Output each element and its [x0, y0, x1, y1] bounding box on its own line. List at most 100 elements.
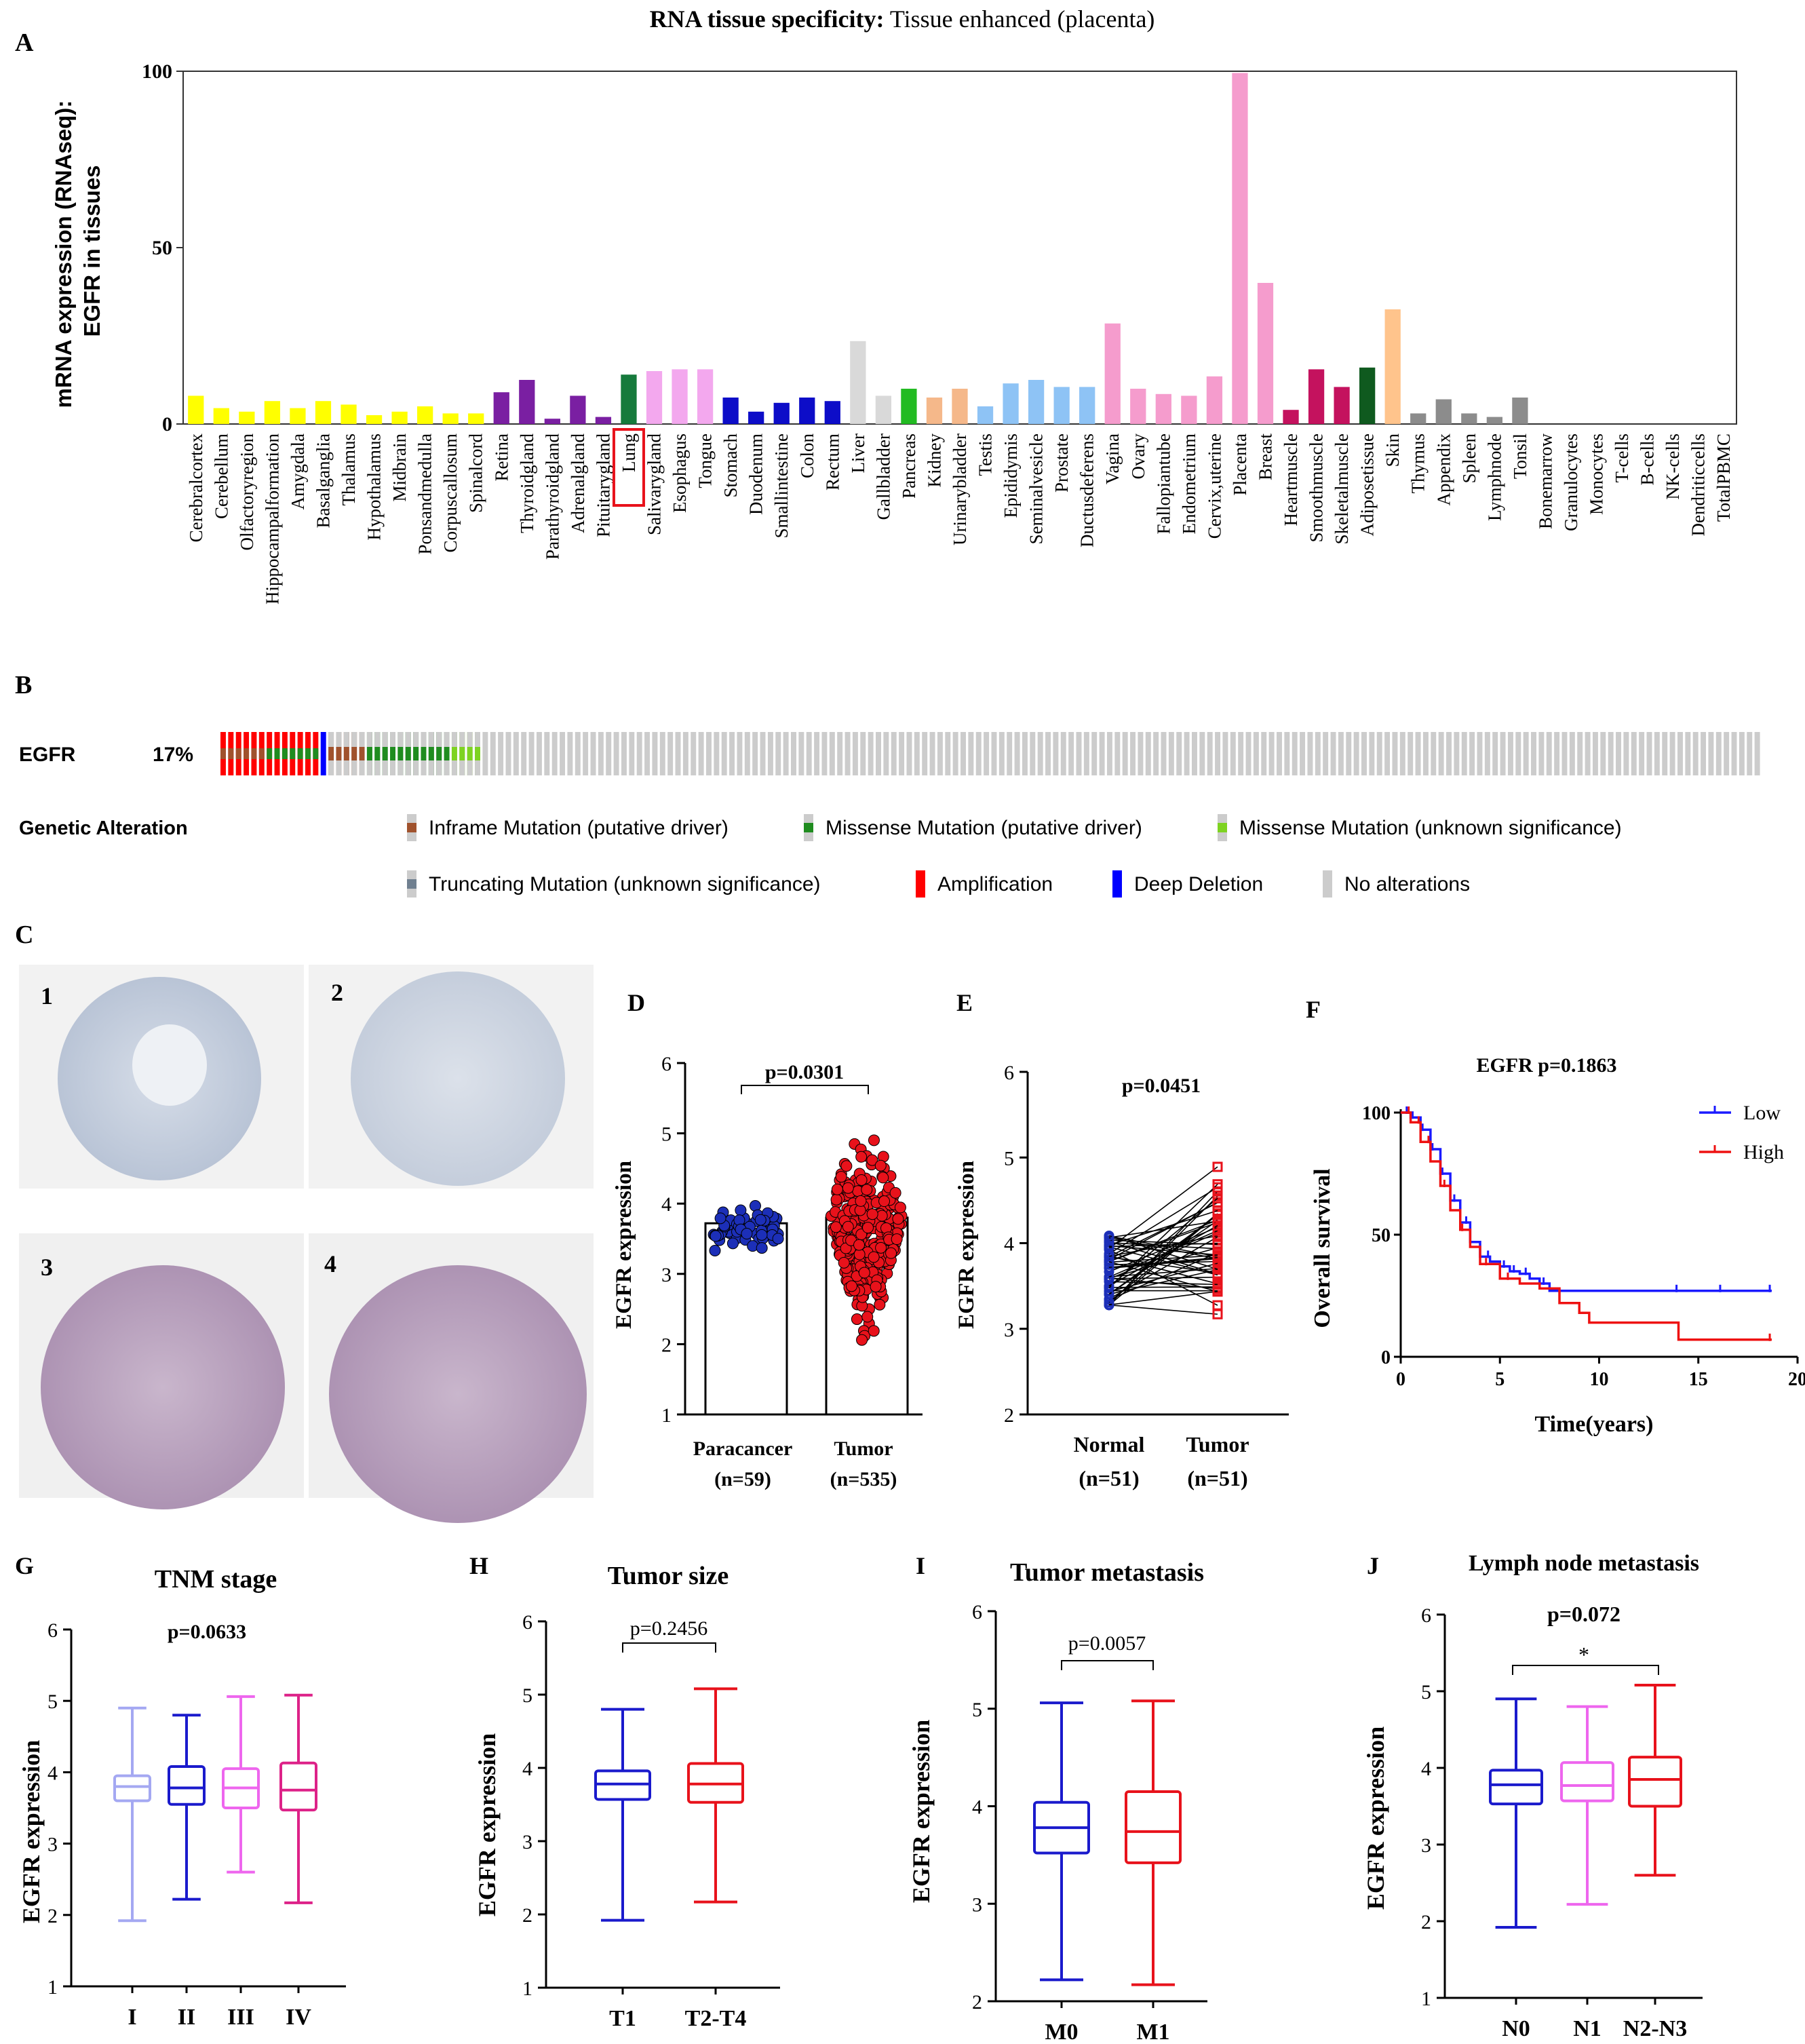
- legend-label-deep_deletion: Deep Deletion: [1134, 873, 1263, 895]
- panel-d-point-tumor: [885, 1247, 897, 1259]
- sample-none: [613, 732, 619, 775]
- panel-h-ytick-label-2: 3: [522, 1831, 532, 1853]
- sample-none: [1022, 732, 1028, 775]
- sample-none: [775, 732, 781, 775]
- panel-i-ytick-label-4: 6: [972, 1601, 982, 1623]
- panel-j-ytick-label-2: 3: [1421, 1834, 1431, 1857]
- panel-d-ytick-label-0: 1: [661, 1404, 672, 1427]
- bar-colon: [799, 398, 815, 424]
- panel-e-ytick-label-4: 6: [1004, 1062, 1014, 1084]
- x-label-heartmuscle: Heartmuscle: [1281, 433, 1301, 526]
- sample-none: [590, 732, 596, 775]
- bar-endometrium: [1181, 396, 1197, 424]
- bar-hypothalamus: [366, 415, 383, 424]
- panel-a-tissue-bar-chart: mRNA expression (RNAseq): EGFR in tissue…: [51, 60, 1737, 604]
- panel-f-xtick-label-3: 15: [1689, 1369, 1708, 1390]
- sample-none: [652, 732, 658, 775]
- panel-h-ytick-label-5: 6: [522, 1611, 532, 1634]
- bar-parathyroidgland: [544, 419, 560, 424]
- panel-j-box-n0-iqr: [1489, 1769, 1543, 1806]
- sample-none: [721, 732, 727, 775]
- panel-i-box-m1-label: M1: [1136, 2020, 1169, 2044]
- sample-none: [1631, 732, 1637, 775]
- x-label-urinarybladder: Urinarybladder: [950, 433, 970, 545]
- panel-e-point-normal: [1104, 1251, 1114, 1262]
- sample-none: [1731, 732, 1737, 775]
- bar-corpuscallosum: [442, 413, 459, 424]
- x-label-kidney: Kidney: [924, 433, 944, 488]
- sample-none: [737, 732, 743, 775]
- panel-d-ylabel: EGFR expression: [612, 1161, 636, 1329]
- panel-f-xtick-label-2: 10: [1590, 1369, 1609, 1390]
- panel-i-ytick-label-2: 4: [972, 1796, 982, 1819]
- x-label-skeletalmuscle: Skeletalmuscle: [1332, 433, 1352, 544]
- x-label-t-cells: T-cells: [1612, 433, 1632, 482]
- legend-label-amplification: Amplification: [937, 873, 1053, 895]
- x-label-breast: Breast: [1255, 433, 1275, 480]
- sample-none: [1438, 732, 1444, 775]
- ihc-image-3-tissue-core: [41, 1265, 285, 1509]
- sample-none: [1531, 732, 1537, 775]
- panel-e-pair-line: [1108, 1261, 1218, 1292]
- sample-mutation-overlay: [305, 748, 311, 759]
- panel-e-pair-line: [1108, 1236, 1218, 1300]
- x-label-ductusdeferens: Ductusdeferens: [1077, 433, 1098, 547]
- sample-none: [1431, 732, 1437, 775]
- panel-e-pair-line: [1108, 1246, 1218, 1276]
- panel-d-point-tumor: [840, 1160, 853, 1172]
- sample-none: [929, 732, 935, 775]
- sample-none: [1538, 732, 1545, 775]
- sample-none: [891, 732, 897, 775]
- panel-e-xlabel-tumor: Tumor: [1186, 1432, 1249, 1457]
- sample-none: [636, 732, 642, 775]
- panel-e-ytick-label-3: 5: [1004, 1147, 1014, 1170]
- sample-none: [1399, 732, 1405, 775]
- panel-j-ytick-label-4: 5: [1421, 1681, 1431, 1703]
- sample-none: [1408, 732, 1414, 775]
- panel-h-boxplot: Tumor size EGFR expression 1 2 3 4 5 6 T1 T2-T4…: [473, 1562, 780, 2031]
- sample-none: [1623, 732, 1629, 775]
- x-label-endometrium: Endometrium: [1179, 433, 1199, 534]
- sample-none: [1747, 732, 1753, 775]
- sample-none: [729, 732, 735, 775]
- figure-title-rest: Tissue enhanced (placenta): [885, 5, 1155, 33]
- sample-none: [1014, 732, 1020, 775]
- panel-j-box-n2-n3-iqr: [1628, 1756, 1682, 1808]
- panel-d-ytick-label-3: 4: [661, 1193, 672, 1216]
- ihc-image-1-lumen: [132, 1024, 207, 1106]
- panel-e-point-tumor: [1212, 1264, 1223, 1275]
- panel-d-point-tumor: [842, 1182, 854, 1194]
- sample-inframe-mark: [328, 747, 334, 760]
- bar-thalamus: [341, 404, 357, 424]
- x-label-epididymis: Epididymis: [1001, 433, 1021, 518]
- panel-a-ylabel-line-2: EGFR in tissues: [79, 165, 104, 336]
- sample-none: [1268, 732, 1275, 775]
- sample-none: [1184, 732, 1190, 775]
- panel-i-ylabel: EGFR expression: [908, 1720, 935, 1903]
- sample-none: [1076, 732, 1082, 775]
- sample-none: [1230, 732, 1236, 775]
- panel-e-pair-line: [1108, 1256, 1218, 1269]
- sample-mutation-overlay: [258, 748, 265, 759]
- bar-stomach: [722, 398, 739, 424]
- bar-lung: [621, 374, 637, 424]
- panel-d-point-tumor: [855, 1151, 868, 1163]
- panel-h-title: Tumor size: [608, 1562, 729, 1590]
- panel-j-ytick-label-5: 6: [1421, 1604, 1431, 1627]
- x-label-gallbladder: Gallbladder: [873, 433, 893, 520]
- panel-d-point-tumor: [858, 1267, 870, 1279]
- sample-none: [1037, 732, 1043, 775]
- sample-none: [1114, 732, 1121, 775]
- panel-d-point-tumor: [853, 1239, 866, 1251]
- legend-label-none: No alterations: [1344, 873, 1470, 895]
- ihc-image-3: 3: [19, 1233, 304, 1509]
- bar-ponsandmedulla: [417, 406, 433, 424]
- sample-none: [1616, 732, 1622, 775]
- sample-missense_unknown-mark: [467, 747, 473, 760]
- panel-e-ytick-label-2: 4: [1004, 1233, 1014, 1256]
- bar-epididymis: [1003, 383, 1019, 424]
- x-label-smallintestine: Smallintestine: [771, 433, 792, 539]
- sample-none: [798, 732, 804, 775]
- x-label-ovary: Ovary: [1128, 433, 1148, 480]
- sample-none: [528, 732, 535, 775]
